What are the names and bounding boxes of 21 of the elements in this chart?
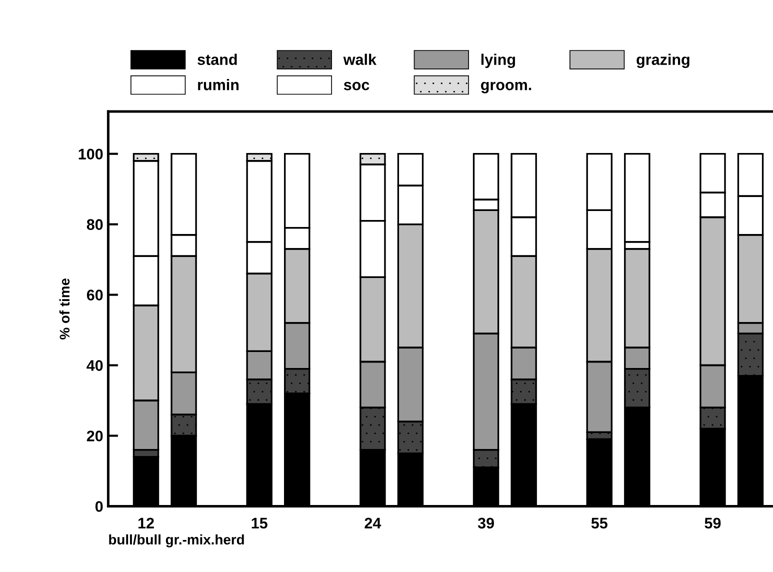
legend-label: lying: [481, 54, 516, 68]
legend-label: rumin: [198, 79, 239, 90]
legend-label: grazing: [636, 54, 690, 68]
legend-label: walk: [343, 54, 377, 65]
y-tick-label: 80: [86, 219, 103, 230]
x-tick-label: 55: [591, 518, 608, 529]
x-tick-label: 15: [252, 518, 268, 529]
y-tick-label: 0: [95, 501, 103, 512]
legend-label: stand: [198, 54, 237, 65]
legend-label: soc: [344, 82, 370, 90]
x-tick-label: 12: [138, 518, 154, 528]
legend-label: groom.: [481, 82, 532, 94]
y-axis-title: % of time: [59, 278, 70, 340]
x-axis-title: bull/bull gr.-mix.herd: [109, 534, 244, 548]
x-tick-label: 39: [478, 518, 494, 529]
y-tick-label: 100: [78, 148, 103, 160]
x-tick-label: 24: [364, 518, 382, 528]
y-tick-label: 60: [86, 290, 103, 300]
y-tick-label: 20: [86, 430, 103, 442]
y-tick-label: 40: [86, 360, 103, 371]
x-tick-label: 59: [704, 518, 721, 529]
